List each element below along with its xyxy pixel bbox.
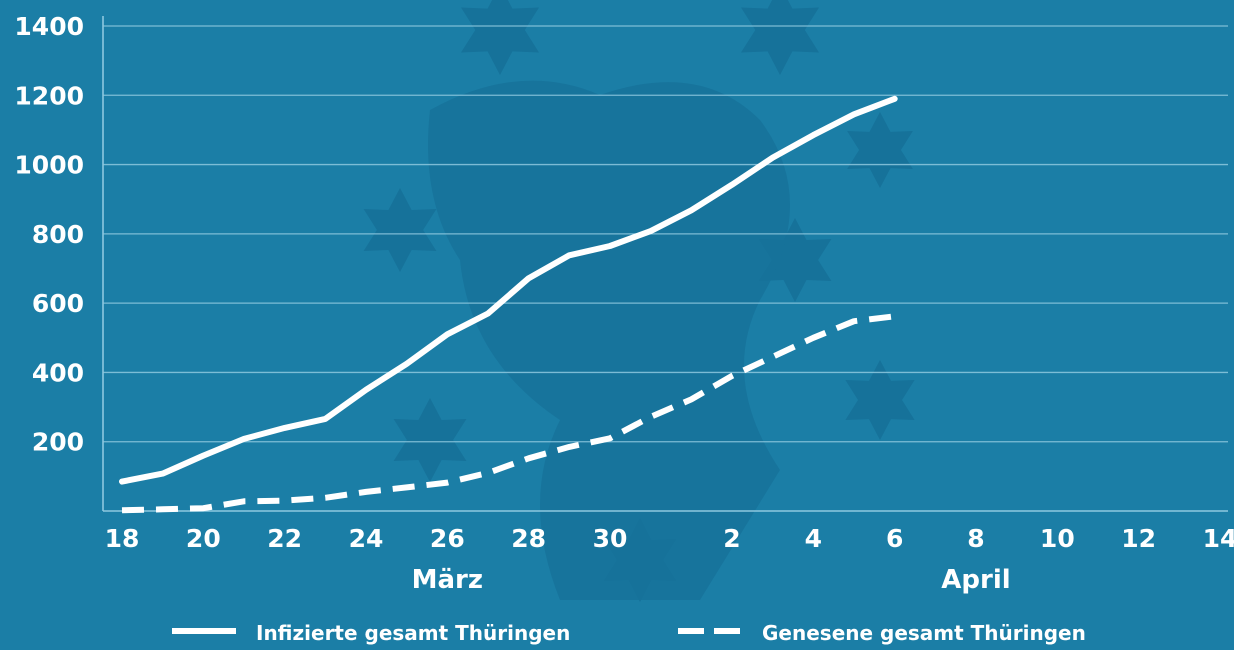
x-tick-label-26: 26 [430,524,465,553]
y-tick-label-200: 200 [32,428,84,457]
x-tick-label-8: 8 [967,524,984,553]
x-tick-label-24: 24 [349,524,384,553]
y-tick-label-600: 600 [32,289,84,318]
legend-label-genesene: Genesene gesamt Thüringen [762,621,1086,645]
series-line-genesene [121,313,896,514]
y-tick-label-400: 400 [32,358,84,387]
legend: Infizierte gesamt Thüringen Genesene gesa… [172,621,1086,645]
watermark-star-5 [393,398,467,482]
series-lines [119,95,898,514]
x-tick-label-30: 30 [593,524,628,553]
legend-label-infizierte: Infizierte gesamt Thüringen [256,621,570,645]
x-tick-label-14: 14 [1203,524,1234,553]
series-line-infizierte [119,95,898,485]
coat-of-arms-watermark [363,0,915,602]
y-tick-label-1200: 1200 [14,81,84,110]
x-tick-label-22: 22 [267,524,302,553]
watermark-star-0 [461,0,539,75]
x-tick-label-4: 4 [805,524,822,553]
watermark-star-2 [363,188,437,272]
watermark-lion-shape [428,80,790,600]
y-tick-label-1400: 1400 [14,12,84,41]
watermark-star-1 [741,0,819,75]
grid-lines [103,25,1228,443]
x-tick-label-12: 12 [1121,524,1156,553]
axes [102,16,1228,512]
x-tick-label-10: 10 [1040,524,1075,553]
watermark-star-3 [758,218,832,302]
x-tick-label-28: 28 [511,524,546,553]
watermark-star-4 [847,112,913,188]
y-tick-label-800: 800 [32,220,84,249]
month-label-märz: März [412,565,483,595]
month-label-april: April [941,565,1010,595]
y-tick-label-1000: 1000 [14,151,84,180]
x-tick-label-2: 2 [723,524,740,553]
x-tick-label-6: 6 [886,524,903,553]
watermark-star-6 [845,360,915,440]
x-tick-label-18: 18 [105,524,140,553]
x-tick-label-20: 20 [186,524,221,553]
